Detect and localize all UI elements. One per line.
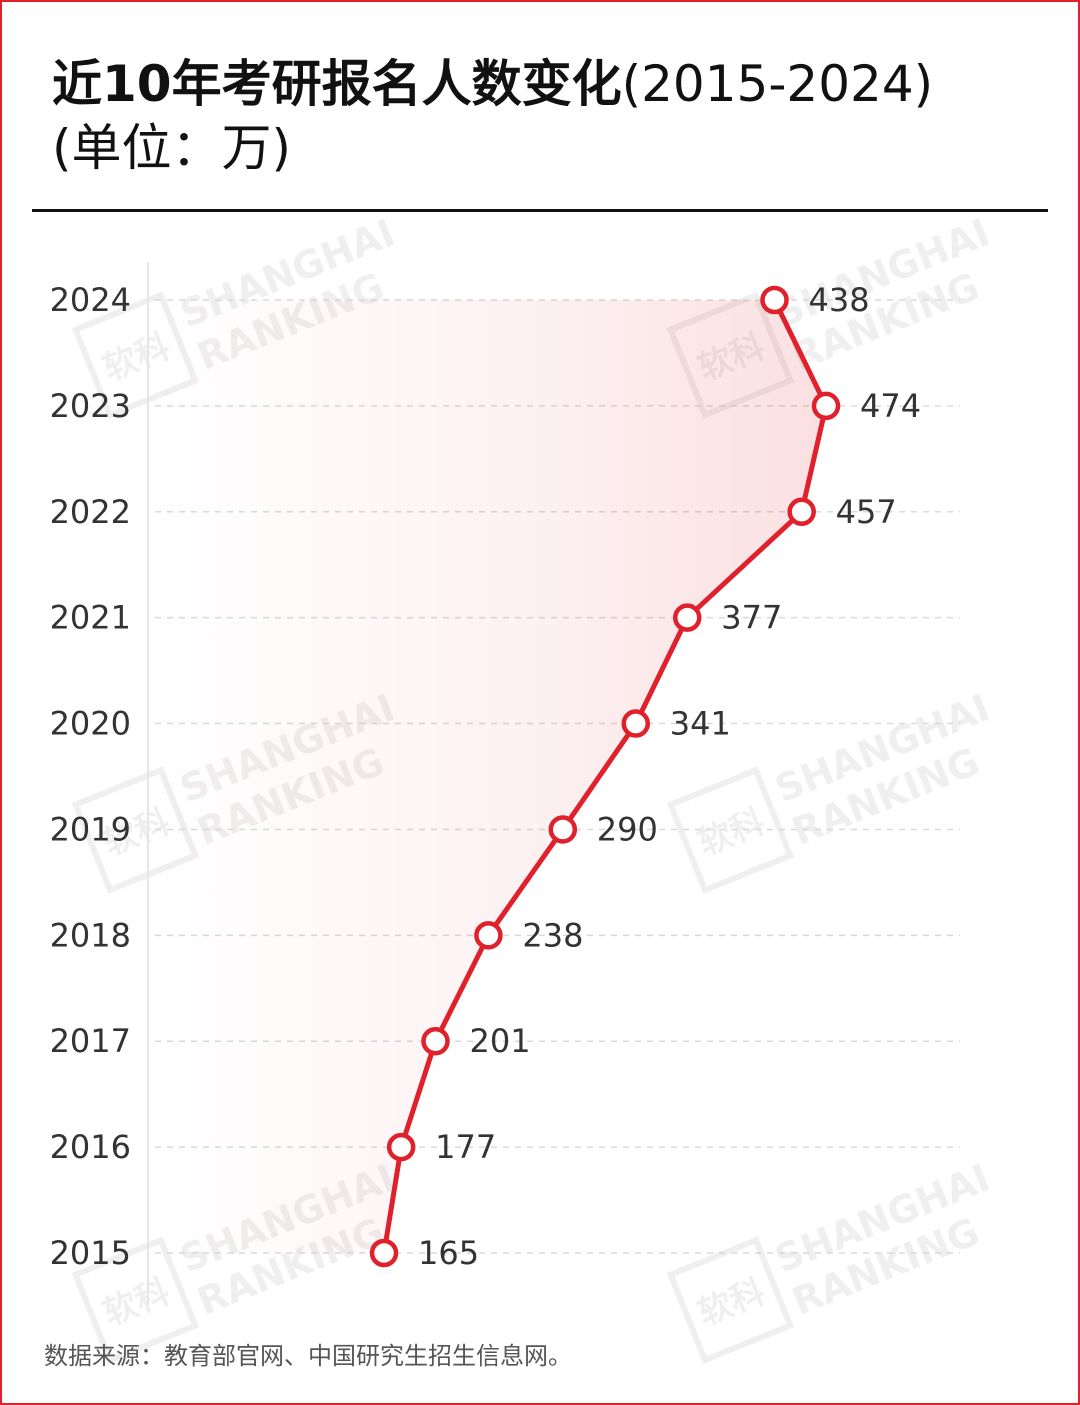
data-point-2018 [474, 921, 503, 950]
data-label-2021: 377 [721, 599, 782, 637]
watermark-logo-text: 软科 [693, 1272, 771, 1335]
y-tick-label-2024: 2024 [50, 281, 131, 319]
title-divider [32, 209, 1048, 212]
data-point-2020 [621, 709, 651, 738]
data-label-2015: 165 [418, 1234, 479, 1272]
watermark-logo-icon [71, 1236, 200, 1364]
y-tick-label-2017: 2017 [50, 1022, 131, 1060]
chart-title: 近10年考研报名人数变化(2015-2024) (单位：万) [52, 52, 1052, 180]
area-fill [148, 300, 826, 1253]
data-label-2024: 438 [809, 281, 870, 319]
data-point-2023 [811, 391, 841, 421]
watermark-logo-text: 软科 [693, 802, 771, 865]
y-tick-label-2018: 2018 [50, 916, 131, 954]
watermark-logo-icon [666, 1236, 795, 1364]
y-tick-label-2023: 2023 [50, 387, 131, 425]
data-point-2017 [421, 1026, 450, 1056]
data-label-2017: 201 [470, 1022, 531, 1060]
y-tick-label-2015: 2015 [50, 1234, 131, 1272]
y-tick-label-2019: 2019 [50, 810, 131, 848]
watermark-logo-text: 软科 [98, 1272, 176, 1335]
data-point-2024 [760, 285, 789, 315]
data-source-note: 数据来源：教育部官网、中国研究生招生信息网。 [44, 1342, 572, 1370]
data-label-2019: 290 [597, 810, 658, 848]
data-label-2018: 238 [522, 916, 583, 954]
data-label-2023: 474 [860, 387, 921, 425]
data-label-2020: 341 [670, 705, 731, 743]
series-line [381, 298, 829, 1254]
title-unit: (单位：万) [52, 119, 292, 177]
data-point-2021 [673, 603, 702, 632]
title-range: (2015-2024) [621, 55, 934, 113]
data-label-2022: 457 [836, 493, 897, 531]
data-point-2016 [386, 1132, 416, 1162]
y-tick-label-2020: 2020 [50, 705, 131, 743]
y-tick-label-2021: 2021 [50, 599, 131, 637]
data-label-2016: 177 [435, 1128, 496, 1166]
watermark-logo-icon [666, 766, 795, 894]
y-tick-label-2016: 2016 [50, 1128, 131, 1166]
y-tick-label-2022: 2022 [50, 493, 131, 531]
data-point-2019 [548, 815, 578, 844]
data-point-2022 [787, 497, 816, 527]
data-point-2015 [369, 1238, 399, 1268]
title-main: 近10年考研报名人数变化 [52, 55, 622, 113]
